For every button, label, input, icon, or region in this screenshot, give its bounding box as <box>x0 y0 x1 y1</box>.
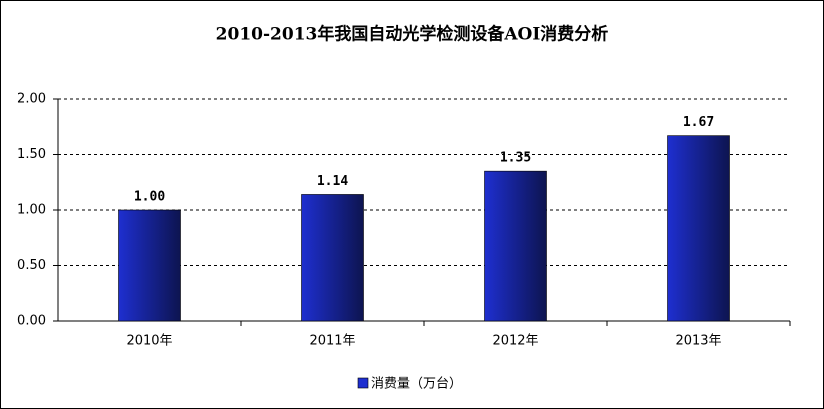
data-label: 1.67 <box>683 115 714 130</box>
chart-title: 2010-2013年我国自动光学检测设备AOI消费分析 <box>216 24 609 45</box>
legend-label: 消费量（万台） <box>371 377 462 392</box>
data-label: 1.35 <box>500 151 531 166</box>
x-tick-label: 2012年 <box>492 334 538 349</box>
legend-swatch <box>357 377 369 389</box>
y-tick-label: 1.50 <box>17 147 46 162</box>
data-label: 1.14 <box>317 174 348 189</box>
y-tick-label: 0.00 <box>17 314 46 329</box>
bar <box>301 194 364 322</box>
y-tick-label: 1.00 <box>17 203 46 218</box>
y-tick-label: 0.50 <box>17 258 46 273</box>
y-tick-label: 2.00 <box>17 92 46 107</box>
bar <box>484 170 547 322</box>
bar <box>667 135 730 322</box>
x-tick-label: 2013年 <box>675 334 721 349</box>
bar <box>118 209 181 322</box>
x-tick-label: 2010年 <box>126 334 172 349</box>
data-label: 1.00 <box>134 190 165 205</box>
x-tick-label: 2011年 <box>309 334 355 349</box>
